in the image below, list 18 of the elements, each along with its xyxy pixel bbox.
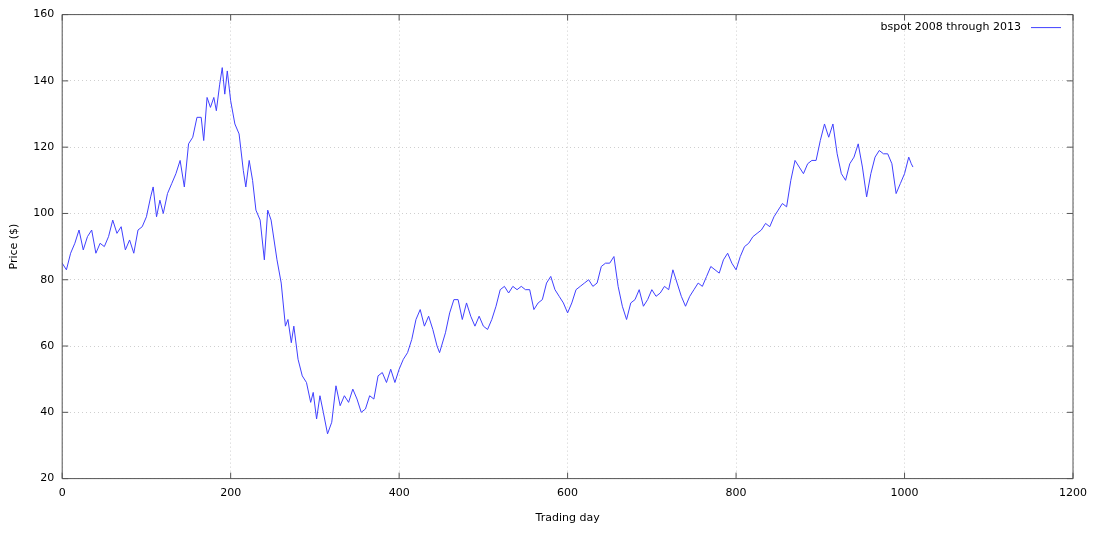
- y-tick-label: 20: [40, 471, 55, 485]
- y-tick-label: 120: [33, 140, 55, 154]
- legend-label: bspot 2008 through 2013: [880, 20, 1022, 34]
- y-tick-label: 160: [33, 7, 55, 21]
- x-axis-title: Trading day: [534, 511, 601, 525]
- x-tick-label: 200: [220, 486, 242, 500]
- y-tick-label: 40: [40, 405, 55, 419]
- x-tick-label: 1200: [1059, 486, 1087, 500]
- y-tick-label: 140: [33, 73, 55, 87]
- x-tick-label: 800: [725, 486, 747, 500]
- y-tick-label: 60: [40, 338, 55, 352]
- x-tick-label: 1000: [890, 486, 919, 500]
- x-tick-label: 0: [58, 486, 66, 500]
- y-tick-label: 80: [40, 272, 55, 286]
- y-tick-label: 100: [33, 206, 55, 220]
- x-tick-label: 400: [388, 486, 410, 500]
- x-tick-label: 600: [557, 486, 579, 500]
- y-axis-title: Price ($): [7, 223, 21, 270]
